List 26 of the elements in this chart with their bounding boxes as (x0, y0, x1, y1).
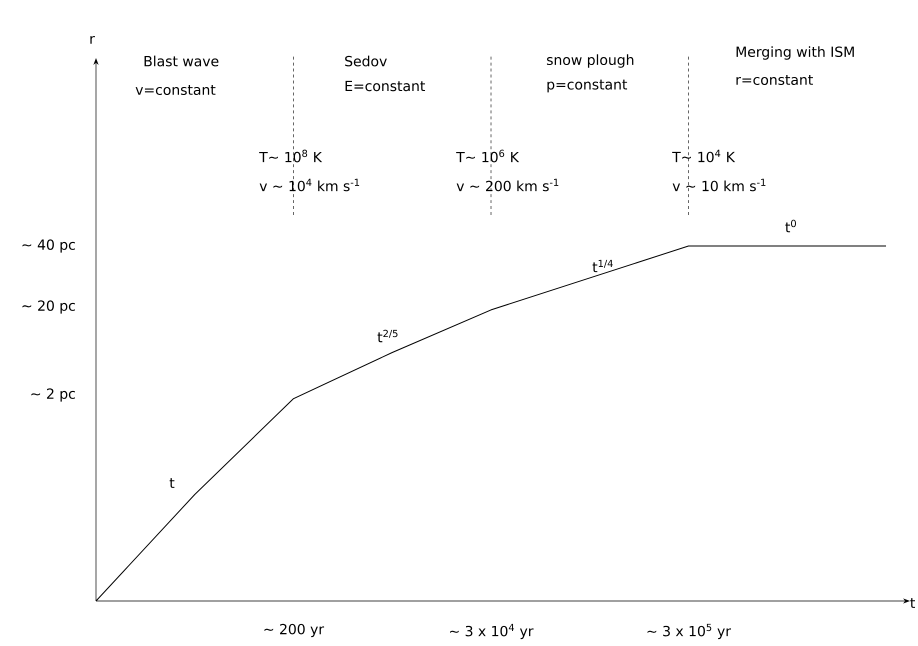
annotation: t$^{2/5}$ (378, 330, 398, 342)
text: v=constant (136, 85, 216, 96)
text: T∼ 10$^{4}$ K (672, 150, 736, 162)
text: Sedov (345, 56, 387, 66)
x-axis-title: t (910, 598, 916, 608)
text: snow plough (546, 54, 634, 68)
text: ∼ 40 pc (22, 239, 75, 253)
text: ∼ 2 pc (31, 388, 75, 402)
annotation: t (170, 478, 174, 488)
x-tick-label: ∼ 3 x 10$^{5}$ yr (648, 624, 732, 640)
text: Blast wave (144, 56, 218, 66)
text: p=constant (547, 80, 628, 92)
text: Merging with ISM (736, 46, 854, 60)
x-tick-label: ∼ 3 x 10$^{4}$ yr (450, 624, 534, 640)
text: v ∼ 10 km s$^{-1}$ (672, 178, 766, 192)
text: E=constant (346, 80, 426, 92)
text: v ∼ 10$^{4}$ km s$^{-1}$ (260, 178, 360, 192)
text: ∼ 20 pc (22, 300, 75, 314)
text: r=constant (736, 75, 813, 86)
text: t$^{0}$ (785, 220, 796, 232)
text: T∼ 10$^{8}$ K (259, 150, 322, 162)
annotation: t$^{1/4}$ (592, 260, 613, 272)
text: v ∼ 200 km s$^{-1}$ (456, 178, 558, 192)
text: T∼ 10$^{6}$ K (456, 150, 520, 162)
text: r (90, 36, 95, 44)
x-tick-label: ∼ 200 yr (264, 624, 324, 638)
